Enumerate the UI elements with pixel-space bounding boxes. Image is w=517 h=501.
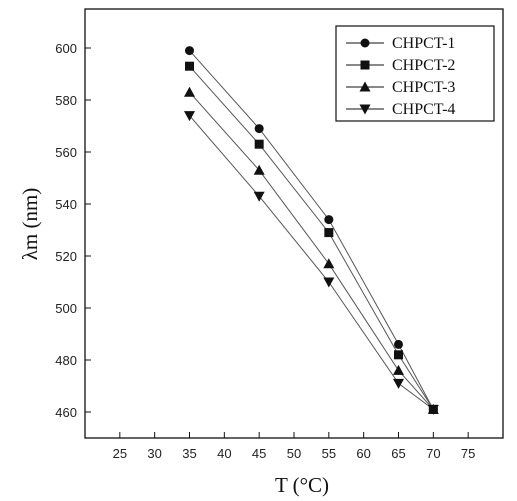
series-line-chpct-4 [189,115,434,410]
data-point-chpct-2 [185,61,194,71]
x-axis-ticks: 25 30 35 40 45 50 55 60 65 70 75 [113,432,475,461]
data-point-chpct-3 [253,164,265,175]
legend-label: CHPCT-4 [392,101,455,118]
y-axis-ticks: 460 480 500 520 540 560 580 600 [55,41,91,420]
data-point-chpct-1 [185,46,194,56]
data-point-chpct-3 [393,364,404,375]
x-tick-label: 35 [182,446,196,461]
legend-label: CHPCT-1 [392,35,455,52]
y-tick-label: 460 [55,405,77,420]
y-tick-label: 520 [55,249,77,264]
x-tick-label: 75 [461,446,475,461]
y-axis-label: λm (nm) [18,188,42,261]
series-markers [184,46,439,415]
x-tick-label: 25 [113,446,127,461]
data-point-chpct-1 [394,339,403,349]
x-tick-label: 55 [322,446,336,461]
data-point-chpct-2 [324,228,334,238]
data-point-chpct-4 [323,277,335,288]
series-line-chpct-3 [189,91,434,410]
x-tick-label: 65 [391,446,405,461]
x-tick-label: 60 [356,446,370,461]
data-point-chpct-4 [253,191,265,202]
data-point-chpct-4 [427,404,439,415]
legend-marker [360,38,370,48]
y-tick-label: 560 [55,145,77,160]
y-tick-label: 540 [55,197,77,212]
data-point-chpct-4 [393,378,404,389]
data-point-chpct-2 [254,139,264,149]
y-tick-label: 600 [55,41,77,56]
data-point-chpct-3 [323,258,335,269]
legend-marker [359,104,371,115]
y-tick-label: 580 [55,93,77,108]
data-point-chpct-3 [184,86,195,97]
legend-marker [359,81,371,92]
legend-label: CHPCT-3 [392,79,455,96]
data-point-chpct-2 [394,350,403,360]
data-point-chpct-1 [324,215,334,225]
y-tick-label: 500 [55,301,77,316]
legend-marker [360,60,370,70]
x-tick-label: 40 [217,446,231,461]
data-point-chpct-4 [184,111,195,122]
x-tick-label: 70 [426,446,440,461]
legend-label: CHPCT-2 [392,57,455,74]
x-tick-label: 30 [147,446,161,461]
y-tick-label: 480 [55,353,77,368]
x-axis-label: T (°C) [275,473,329,497]
data-point-chpct-1 [254,124,264,134]
x-tick-label: 50 [287,446,301,461]
x-tick-label: 45 [252,446,266,461]
legend: CHPCT-1 CHPCT-2 CHPCT-3 CHPCT-4 [335,25,495,122]
